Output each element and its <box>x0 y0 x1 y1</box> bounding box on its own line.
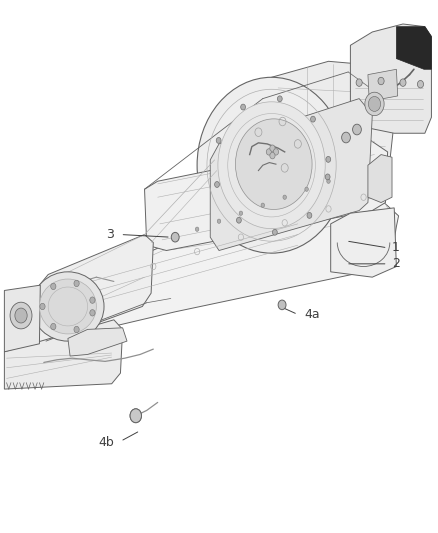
Circle shape <box>417 80 424 88</box>
Ellipse shape <box>236 119 312 209</box>
Circle shape <box>51 283 56 289</box>
Circle shape <box>326 157 331 163</box>
Circle shape <box>90 297 95 303</box>
Circle shape <box>270 145 275 151</box>
Circle shape <box>305 187 308 191</box>
Circle shape <box>130 409 141 423</box>
Text: 1: 1 <box>392 241 400 254</box>
Circle shape <box>353 124 361 135</box>
Circle shape <box>130 409 141 423</box>
Circle shape <box>217 219 221 223</box>
Circle shape <box>74 326 79 333</box>
Circle shape <box>272 229 277 235</box>
Polygon shape <box>33 235 153 344</box>
Polygon shape <box>4 320 123 389</box>
Circle shape <box>378 77 384 85</box>
Polygon shape <box>368 155 392 203</box>
Circle shape <box>273 149 279 155</box>
Circle shape <box>40 303 45 310</box>
Ellipse shape <box>197 77 346 253</box>
Circle shape <box>133 412 139 419</box>
Circle shape <box>239 211 243 215</box>
Polygon shape <box>350 24 431 133</box>
Text: 3: 3 <box>106 228 114 241</box>
Circle shape <box>261 203 265 207</box>
Polygon shape <box>68 328 127 356</box>
Circle shape <box>15 308 27 323</box>
Circle shape <box>356 79 362 86</box>
Circle shape <box>10 302 32 329</box>
Polygon shape <box>33 200 399 341</box>
Circle shape <box>342 132 350 143</box>
Ellipse shape <box>39 279 96 334</box>
Circle shape <box>90 310 95 316</box>
Text: 4b: 4b <box>98 436 114 449</box>
Circle shape <box>325 174 330 180</box>
Circle shape <box>400 79 406 86</box>
Circle shape <box>270 152 275 159</box>
Circle shape <box>215 182 219 188</box>
Polygon shape <box>368 69 398 101</box>
Circle shape <box>311 116 315 122</box>
Text: 2: 2 <box>392 257 400 270</box>
Ellipse shape <box>218 102 325 229</box>
Polygon shape <box>331 208 396 277</box>
Circle shape <box>283 195 286 199</box>
Circle shape <box>51 324 56 330</box>
Circle shape <box>365 92 384 116</box>
Polygon shape <box>145 139 388 251</box>
Ellipse shape <box>32 272 104 341</box>
Circle shape <box>171 232 179 242</box>
Polygon shape <box>396 27 431 69</box>
Circle shape <box>368 96 381 111</box>
Text: 4a: 4a <box>304 308 320 321</box>
Circle shape <box>307 213 312 219</box>
Circle shape <box>216 138 221 143</box>
Circle shape <box>237 217 241 223</box>
Polygon shape <box>4 285 40 352</box>
Circle shape <box>278 300 286 310</box>
Polygon shape <box>210 99 372 251</box>
Polygon shape <box>263 61 396 192</box>
Circle shape <box>195 227 199 231</box>
Circle shape <box>277 96 282 102</box>
Circle shape <box>327 179 330 183</box>
Circle shape <box>74 280 79 287</box>
Circle shape <box>266 149 272 155</box>
Circle shape <box>240 104 245 110</box>
